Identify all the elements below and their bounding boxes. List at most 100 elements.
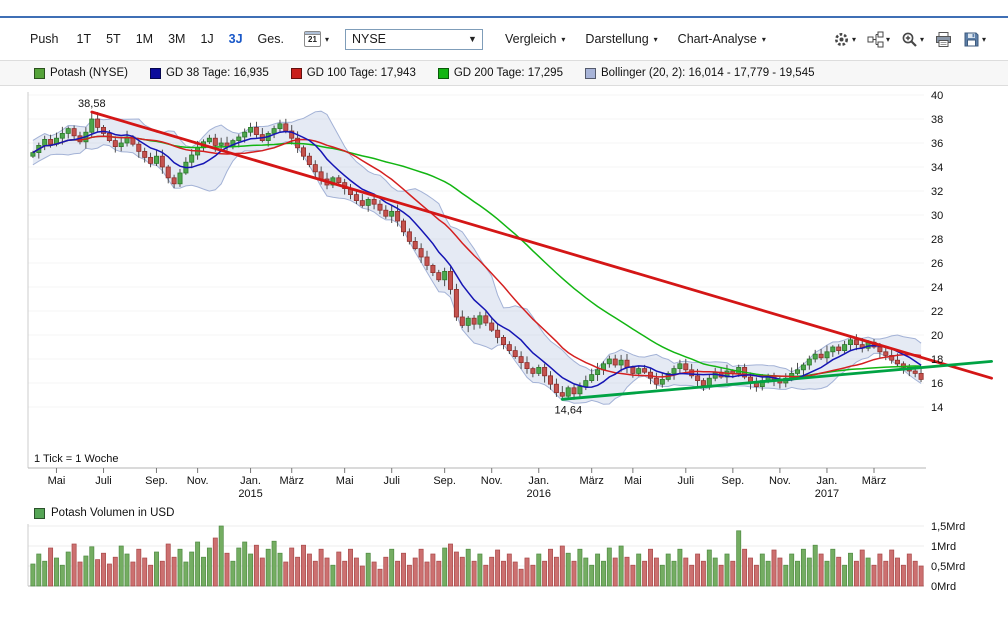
menu-label: Darstellung [585,32,649,46]
legend-label: GD 100 Tage: 17,943 [306,67,416,79]
range-button-5t[interactable]: 5T [106,32,121,46]
svg-text:Sep.: Sep. [145,475,168,487]
grid-layer [27,92,926,469]
annotation-layer: 38,58 14,64 1 Tick = 1 Woche [34,98,582,465]
range-button-3j[interactable]: 3J [228,32,243,46]
legend-label: Bollinger (20, 2): 16,014 - 17,779 - 19,… [600,67,815,79]
volume-axis-layer: 0Mrd 0,5Mrd 1Mrd 1,5Mrd [931,522,965,593]
chevron-down-icon: ▾ [561,34,566,44]
svg-text:18: 18 [931,354,943,366]
svg-text:40: 40 [931,90,943,102]
legend-swatch [149,67,161,79]
save-icon [963,31,980,48]
chevron-down-icon: ▾ [885,34,890,44]
menu-label: Vergleich [504,32,557,46]
chevron-down-icon: ▾ [919,34,924,44]
range-button-1j[interactable]: 1J [200,32,214,46]
svg-text:1 Tick = 1 Woche: 1 Tick = 1 Woche [34,453,118,465]
range-buttons: 1T 5T 1M 3M 1J 3J Ges. [77,32,284,46]
moving-average-layer [32,130,922,388]
svg-text:Juli: Juli [95,475,112,487]
candles-layer [30,112,924,400]
legend-swatch [290,67,302,79]
svg-text:März: März [862,475,886,487]
range-button-1t[interactable]: 1T [76,32,92,46]
menu-chart-analyse[interactable]: Chart-Analyse ▾ [678,32,766,46]
svg-text:0Mrd: 0Mrd [931,581,956,593]
svg-text:14,64: 14,64 [555,404,583,416]
print-icon [935,31,952,48]
svg-text:38: 38 [931,114,943,126]
svg-text:1Mrd: 1Mrd [931,541,956,553]
svg-text:Mai: Mai [48,475,66,487]
volume-legend-swatch [34,507,45,519]
exchange-select-value: NYSE [351,32,387,46]
legend-item: Potash (NYSE) [34,67,128,79]
svg-text:26: 26 [931,258,943,270]
zoom-in-button[interactable]: ▾ [901,31,924,48]
range-button-ges[interactable]: Ges. [257,32,284,46]
svg-text:Nov.: Nov. [769,475,791,487]
menu-label: Chart-Analyse [677,32,757,46]
svg-text:34: 34 [931,162,943,174]
menu-vergleich[interactable]: Vergleich ▾ [505,32,565,46]
tool-icon-buttons: ▾ ▾ ▾ ▾ [833,31,986,48]
chart-widget: Push 1T 5T 1M 3M 1J 3J Ges. 21 ▾ NYSE ▼ Vergle… [0,16,1008,606]
legend-swatch [584,67,596,79]
svg-text:Sep.: Sep. [433,475,456,487]
svg-text:24: 24 [931,282,943,294]
legend-swatch [437,67,449,79]
range-button-1m[interactable]: 1M [135,32,154,46]
menu-buttons: Vergleich ▾ Darstellung ▾ Chart-Analyse ▾ [505,32,766,46]
push-toggle[interactable]: Push [30,32,59,46]
toolbar: Push 1T 5T 1M 3M 1J 3J Ges. 21 ▾ NYSE ▼ Vergle… [0,18,1008,60]
svg-text:20: 20 [931,330,943,342]
svg-text:32: 32 [931,186,943,198]
legend-item: GD 200 Tage: 17,295 [437,67,563,79]
save-button[interactable]: ▾ [963,31,986,48]
legend-item: GD 100 Tage: 17,943 [290,67,416,79]
legend-label: GD 200 Tage: 17,295 [453,67,563,79]
chevron-down-icon: ▾ [761,34,766,44]
range-button-3m[interactable]: 3M [168,32,186,46]
chevron-down-icon: ▾ [851,34,856,44]
svg-text:36: 36 [931,138,943,150]
indicator-tools-button[interactable]: ▾ [867,31,890,48]
svg-text:März: März [579,475,603,487]
volume-legend-label: Potash Volumen in USD [51,507,175,519]
volume-legend: Potash Volumen in USD [0,504,1008,522]
settings-gear-icon [833,31,850,48]
settings-gear-button[interactable]: ▾ [833,31,856,48]
chevron-down-icon: ▾ [981,34,986,44]
volume-chart[interactable]: 0Mrd 0,5Mrd 1Mrd 1,5Mrd [0,522,1008,606]
exchange-select[interactable]: NYSE ▼ [344,28,483,50]
svg-text:2015: 2015 [238,488,262,500]
chevron-down-icon: ▼ [468,34,477,44]
svg-text:22: 22 [931,306,943,318]
svg-text:28: 28 [931,234,943,246]
calendar-button[interactable]: 21 ▾ [303,31,329,47]
menu-darstellung[interactable]: Darstellung ▾ [585,32,657,46]
print-button[interactable] [935,31,952,48]
svg-text:14: 14 [931,402,943,414]
volume-bars-layer [30,525,924,587]
chevron-down-icon: ▾ [324,34,329,44]
legend-item: GD 38 Tage: 16,935 [149,67,269,79]
svg-text:2016: 2016 [527,488,551,500]
svg-text:Mai: Mai [336,475,354,487]
svg-text:Juli: Juli [678,475,695,487]
price-chart[interactable]: 38,58 14,64 1 Tick = 1 Woche 14 16 18 20 22 24 26… [0,86,1008,504]
calendar-icon-top [304,32,320,35]
top-spacer [0,0,1008,16]
svg-text:Nov.: Nov. [187,475,209,487]
svg-text:Jan.: Jan. [240,475,261,487]
svg-text:Juli: Juli [383,475,400,487]
svg-text:0,5Mrd: 0,5Mrd [931,561,965,573]
legend-label: Potash (NYSE) [50,67,128,79]
svg-text:Nov.: Nov. [481,475,503,487]
svg-text:Mai: Mai [624,475,642,487]
axis-layer: 14 16 18 20 22 24 26 28 30 32 34 36 38 40 Mai Juli Sep. N… [48,90,944,500]
legend-label: GD 38 Tage: 16,935 [165,67,269,79]
svg-text:38,58: 38,58 [78,98,106,110]
svg-text:März: März [280,475,304,487]
